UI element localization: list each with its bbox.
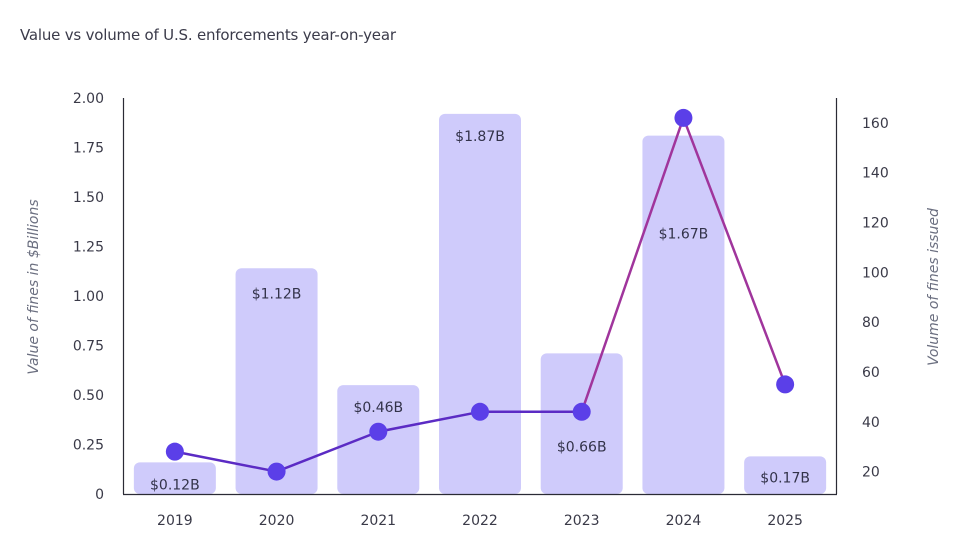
bar-2019: [133, 462, 216, 494]
bar-2022: [439, 113, 521, 494]
y-tick-label: 1.50: [73, 190, 104, 206]
y-tick-label: 1.00: [73, 289, 104, 305]
volume-point-2023: [572, 402, 591, 421]
y2-tick-label: 80: [862, 315, 880, 331]
bar-2024: [642, 135, 725, 494]
volume-point-2020: [267, 462, 286, 481]
bar-label-2022: $1.87B: [455, 129, 505, 145]
x-tick-label: 2022: [462, 513, 498, 529]
y2-axis-title: Volume of fines issued: [926, 208, 942, 366]
chart-title: Value vs volume of U.S. enforcements yea…: [20, 26, 396, 44]
y-tick-label: 0.25: [73, 438, 104, 454]
bar-2020: [235, 268, 318, 494]
volume-line-segment: [377, 410, 482, 433]
bar-label-2019: $0.12B: [150, 477, 200, 493]
y2-tick-label: 40: [862, 415, 880, 431]
volume-line-segment: [173, 450, 278, 473]
y-tick-label: 0.50: [73, 388, 104, 404]
volume-point-2021: [369, 422, 388, 441]
y-axis-title: Value of fines in $Billions: [26, 199, 42, 374]
bar-label-2023: $0.66B: [557, 439, 607, 455]
bar-label-2020: $1.12B: [252, 286, 302, 302]
y2-tick-label: 100: [862, 265, 889, 281]
bar-labels-group: $0.12B $1.12B $0.46B $1.87B $0.66B $1.67B $0.1…: [150, 129, 810, 493]
y-tick-label: 1.25: [73, 240, 104, 256]
y-ticks-group: 0 0.25 0.50 0.75 1.00 1.25 1.50 1.75 2.00: [73, 91, 104, 503]
y-tick-label: 2.00: [73, 91, 104, 107]
x-tick-label: 2019: [157, 513, 193, 529]
volume-line-segment: [682, 116, 787, 386]
volume-line-segment: [580, 116, 685, 414]
bar-2023: [540, 353, 623, 494]
bar-label-2024: $1.67B: [659, 227, 709, 243]
y2-tick-label: 20: [862, 465, 880, 481]
x-tick-label: 2020: [259, 513, 295, 529]
x-tick-label: 2023: [564, 513, 600, 529]
volume-line-group: [173, 116, 787, 473]
y-tick-label: 1.75: [73, 141, 104, 157]
y-tick-label: 0.75: [73, 339, 104, 355]
y2-tick-label: 60: [862, 365, 880, 381]
y2-tick-label: 140: [862, 166, 889, 182]
volume-point-2024: [674, 108, 693, 127]
x-tick-label: 2024: [666, 513, 702, 529]
x-tick-label: 2021: [360, 513, 396, 529]
y2-tick-label: 120: [862, 216, 889, 232]
y-tick-label: 0: [95, 487, 104, 503]
volume-point-2022: [471, 402, 489, 421]
x-ticks-group: 2019 2020 2021 2022 2023 2024 2025: [157, 513, 803, 529]
axes-group: [122, 98, 838, 496]
bar-2025: [744, 456, 827, 494]
bar-label-2025: $0.17B: [760, 470, 810, 486]
volume-line-segment: [275, 430, 380, 473]
y2-ticks-group: 20 40 60 80 100 120 140 160: [862, 116, 889, 481]
bars-group: [133, 113, 827, 494]
volume-point-2025: [776, 375, 795, 394]
y2-tick-label: 160: [862, 116, 889, 132]
volume-point-2019: [165, 442, 184, 461]
x-tick-label: 2025: [767, 513, 803, 529]
bar-label-2021: $0.46B: [353, 400, 403, 416]
volume-markers-group: [165, 108, 795, 481]
